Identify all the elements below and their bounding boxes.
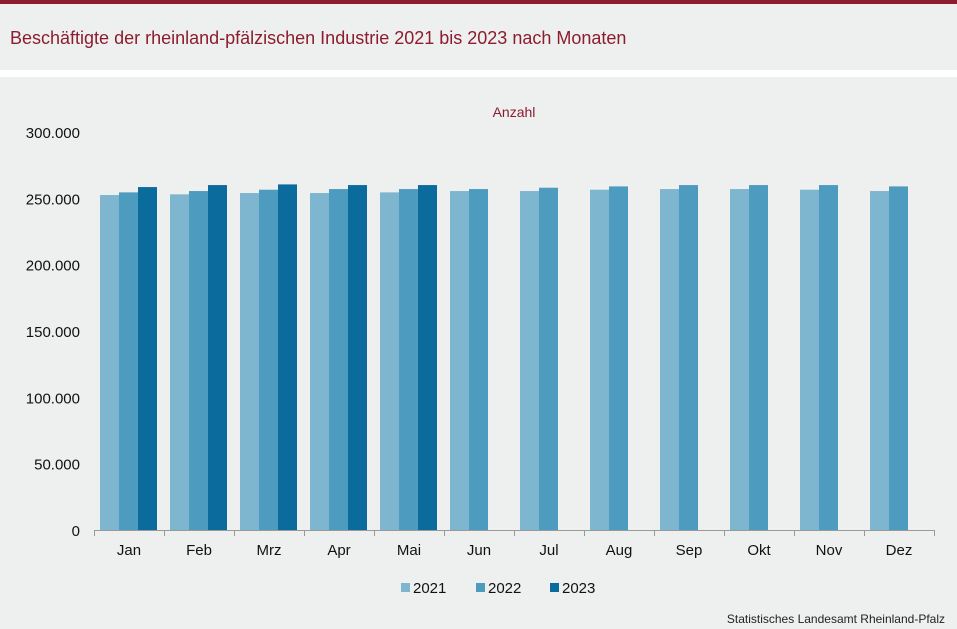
x-tick-label: Mai (397, 542, 421, 559)
bar-2021-dez (870, 191, 889, 530)
bar-2021-jun (450, 191, 469, 530)
x-tick-label: Nov (816, 542, 843, 559)
bar-2022-sep (679, 185, 698, 531)
bar-2021-mrz (240, 193, 259, 530)
bar-2021-okt (730, 189, 749, 530)
bar-2022-jan (119, 192, 138, 530)
legend-label-2021: 2021 (413, 580, 446, 597)
x-tick-label: Jun (467, 542, 491, 559)
y-tick-label: 50.000 (34, 457, 80, 474)
source-note: Statistisches Landesamt Rheinland-Pfalz (726, 612, 945, 626)
y-tick-label: 200.000 (26, 258, 80, 275)
bar-2022-jun (469, 189, 488, 530)
bar-2022-mrz (259, 189, 278, 530)
x-tick-label: Mrz (257, 542, 282, 559)
x-tick-label: Feb (186, 542, 212, 559)
y-tick-label: 300.000 (26, 125, 80, 142)
bar-2023-jan (138, 187, 157, 530)
legend-swatch-2023 (550, 583, 559, 592)
bar-2022-okt (749, 185, 768, 531)
bar-2021-jan (100, 195, 119, 530)
accent-bar (0, 0, 957, 4)
divider (0, 70, 957, 77)
bar-2021-aug (590, 189, 609, 530)
bar-2022-mai (399, 189, 418, 530)
bar-2023-mrz (278, 184, 297, 531)
bar-2022-dez (889, 186, 908, 531)
bar-2023-mai (418, 185, 437, 531)
bar-2021-mai (380, 192, 399, 530)
x-tick-label: Jan (117, 542, 141, 559)
legend-swatch-2022 (476, 583, 485, 592)
x-tick-label: Jul (539, 542, 558, 559)
x-tick-label: Sep (676, 542, 703, 559)
bar-2022-aug (609, 186, 628, 531)
bar-2021-feb (170, 194, 189, 530)
y-axis-label: Anzahl (493, 104, 536, 120)
y-tick-label: 100.000 (26, 390, 80, 407)
legend-label-2023: 2023 (562, 580, 595, 597)
y-tick-label: 0 (72, 523, 80, 540)
chart-title: Beschäftigte der rheinland-pfälzischen I… (10, 28, 627, 48)
x-tick-label: Okt (747, 542, 771, 559)
bar-2022-nov (819, 185, 838, 531)
bar-2021-nov (800, 189, 819, 530)
y-tick-label: 150.000 (26, 324, 80, 341)
bar-2023-feb (208, 185, 227, 531)
bar-2021-jul (520, 191, 539, 530)
y-tick-label: 250.000 (26, 191, 80, 208)
x-tick-label: Dez (886, 542, 913, 559)
legend-swatch-2021 (401, 583, 410, 592)
bar-2022-apr (329, 189, 348, 530)
x-tick-label: Aug (606, 542, 633, 559)
bar-2022-feb (189, 191, 208, 530)
bar-2021-sep (660, 189, 679, 530)
bar-2023-apr (348, 185, 367, 531)
header: Beschäftigte der rheinland-pfälzischen I… (0, 4, 957, 70)
bar-2022-jul (539, 187, 558, 530)
bar-2021-apr (310, 193, 329, 530)
legend-label-2022: 2022 (488, 580, 521, 597)
x-tick-label: Apr (327, 542, 350, 559)
